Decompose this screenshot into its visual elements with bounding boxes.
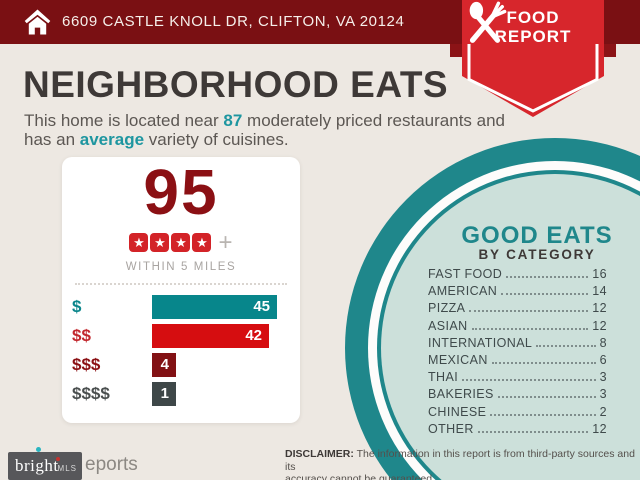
category-row: FAST FOOD 16 (428, 267, 607, 284)
disclaimer-text: DISCLAIMER: The information in this repo… (285, 448, 635, 480)
dotted-leader (491, 361, 596, 364)
star-icon: ★ (129, 233, 149, 252)
disclaimer-line2: accuracy cannot be guaranteed. (285, 473, 436, 480)
dotted-leader (462, 379, 596, 382)
utensils-icon (469, 1, 507, 43)
logo-red-mark (56, 457, 60, 461)
badge-title-line2: REPORT (494, 27, 572, 46)
category-row: INTERNATIONAL 8 (428, 336, 607, 353)
price-tier-label: $$$$ (72, 384, 110, 403)
price-bar: 1 (152, 382, 176, 406)
bright-mls-logo: bright MLS (8, 452, 82, 480)
restaurant-count: 87 (223, 111, 243, 130)
price-tier-label: $$ (72, 326, 91, 345)
category-value: 6 (599, 352, 607, 367)
category-label: ASIAN (428, 318, 468, 333)
category-label: AMERICAN (428, 284, 498, 299)
category-label: MEXICAN (428, 352, 488, 367)
category-value: 8 (599, 335, 607, 350)
category-label: THAI (428, 370, 459, 385)
category-label: OTHER (428, 421, 474, 436)
bar-row: $$$$ 1 (72, 382, 290, 406)
plus-icon: + (218, 229, 233, 256)
dotted-leader (506, 276, 589, 278)
page-subtitle: This home is located near 87 moderately … (24, 111, 524, 149)
address-text: 6609 CASTLE KNOLL DR, CLIFTON, VA 20124 (62, 13, 405, 30)
category-value: 12 (592, 421, 607, 436)
dotted-leader (471, 327, 589, 330)
disclaimer-line1: The information in this report is from t… (285, 448, 635, 473)
price-tier-label: $ (72, 297, 82, 316)
category-row: BAKERIES 3 (428, 387, 607, 404)
category-value: 14 (592, 284, 607, 299)
bar-row: $$$ 4 (72, 353, 290, 377)
dotted-leader (469, 310, 589, 313)
category-label: PIZZA (428, 301, 466, 316)
subtitle-text: has an (24, 130, 80, 149)
bar-row: $$ 42 (72, 324, 290, 348)
price-bar: 4 (152, 353, 176, 377)
logo-mls-text: MLS (57, 464, 77, 473)
category-row: MEXICAN 6 (428, 353, 607, 370)
score-card: 95 ★ ★ ★ ★ + WITHIN 5 MILES $ 45 $$ 42 $$$ 4… (62, 157, 300, 423)
category-row: AMERICAN 14 (428, 284, 607, 301)
disclaimer-label: DISCLAIMER: (285, 448, 354, 460)
category-label: INTERNATIONAL (428, 335, 533, 350)
category-value: 2 (599, 404, 607, 419)
subtitle-text: This home is located near (24, 111, 224, 130)
variety-highlight: average (79, 130, 145, 149)
subtitle-text: variety of cuisines. (144, 130, 289, 149)
logo-wordmark: bright (15, 456, 59, 475)
dotted-leader (497, 396, 596, 399)
dotted-leader (490, 413, 596, 416)
badge-title-line1: FOOD (506, 8, 560, 27)
logo-teal-dot (36, 447, 41, 452)
radius-label: WITHIN 5 MILES (125, 261, 237, 273)
category-label: CHINESE (428, 404, 487, 419)
category-list: FAST FOOD 16 AMERICAN 14 PIZZA 12 ASIAN 12 I… (428, 267, 607, 439)
home-icon (24, 9, 51, 35)
category-row: ASIAN 12 (428, 319, 607, 336)
price-bar: 42 (152, 324, 269, 348)
bar-row: $ 45 (72, 295, 290, 319)
star-icon: ★ (192, 233, 212, 252)
price-tier-label: $$$ (72, 355, 101, 374)
reports-partial-text: eports (85, 454, 138, 475)
star-icon: ★ (150, 233, 170, 252)
category-row: THAI 3 (428, 370, 607, 387)
food-report-badge: FOOD REPORT (462, 0, 604, 122)
category-row: CHINESE 2 (428, 405, 607, 422)
category-row: PIZZA 12 (428, 301, 607, 318)
category-row: OTHER 12 (428, 422, 607, 439)
category-label: FAST FOOD (428, 267, 503, 281)
category-label: BAKERIES (428, 387, 494, 402)
dotted-leader (536, 344, 596, 347)
dotted-leader (477, 430, 589, 433)
good-eats-subtitle: BY CATEGORY (478, 247, 596, 262)
dotted-divider (75, 283, 287, 285)
good-eats-title: GOOD EATS (461, 222, 613, 249)
dotted-leader (501, 293, 589, 296)
ribbon-shape (462, 0, 604, 117)
category-value: 12 (592, 301, 607, 316)
category-value: 16 (592, 267, 607, 281)
price-bar-chart: $ 45 $$ 42 $$$ 4 $$$$ 1 (72, 295, 290, 411)
category-value: 3 (599, 370, 607, 385)
category-value: 3 (599, 387, 607, 402)
category-value: 12 (592, 318, 607, 333)
subtitle-text: moderately priced restaurants and (242, 111, 506, 130)
star-rating: ★ ★ ★ ★ + (62, 229, 300, 256)
page-title: NEIGHBORHOOD EATS (23, 64, 449, 105)
star-icon: ★ (171, 233, 191, 252)
restaurant-score: 95 (143, 156, 219, 228)
price-bar: 45 (152, 295, 277, 319)
